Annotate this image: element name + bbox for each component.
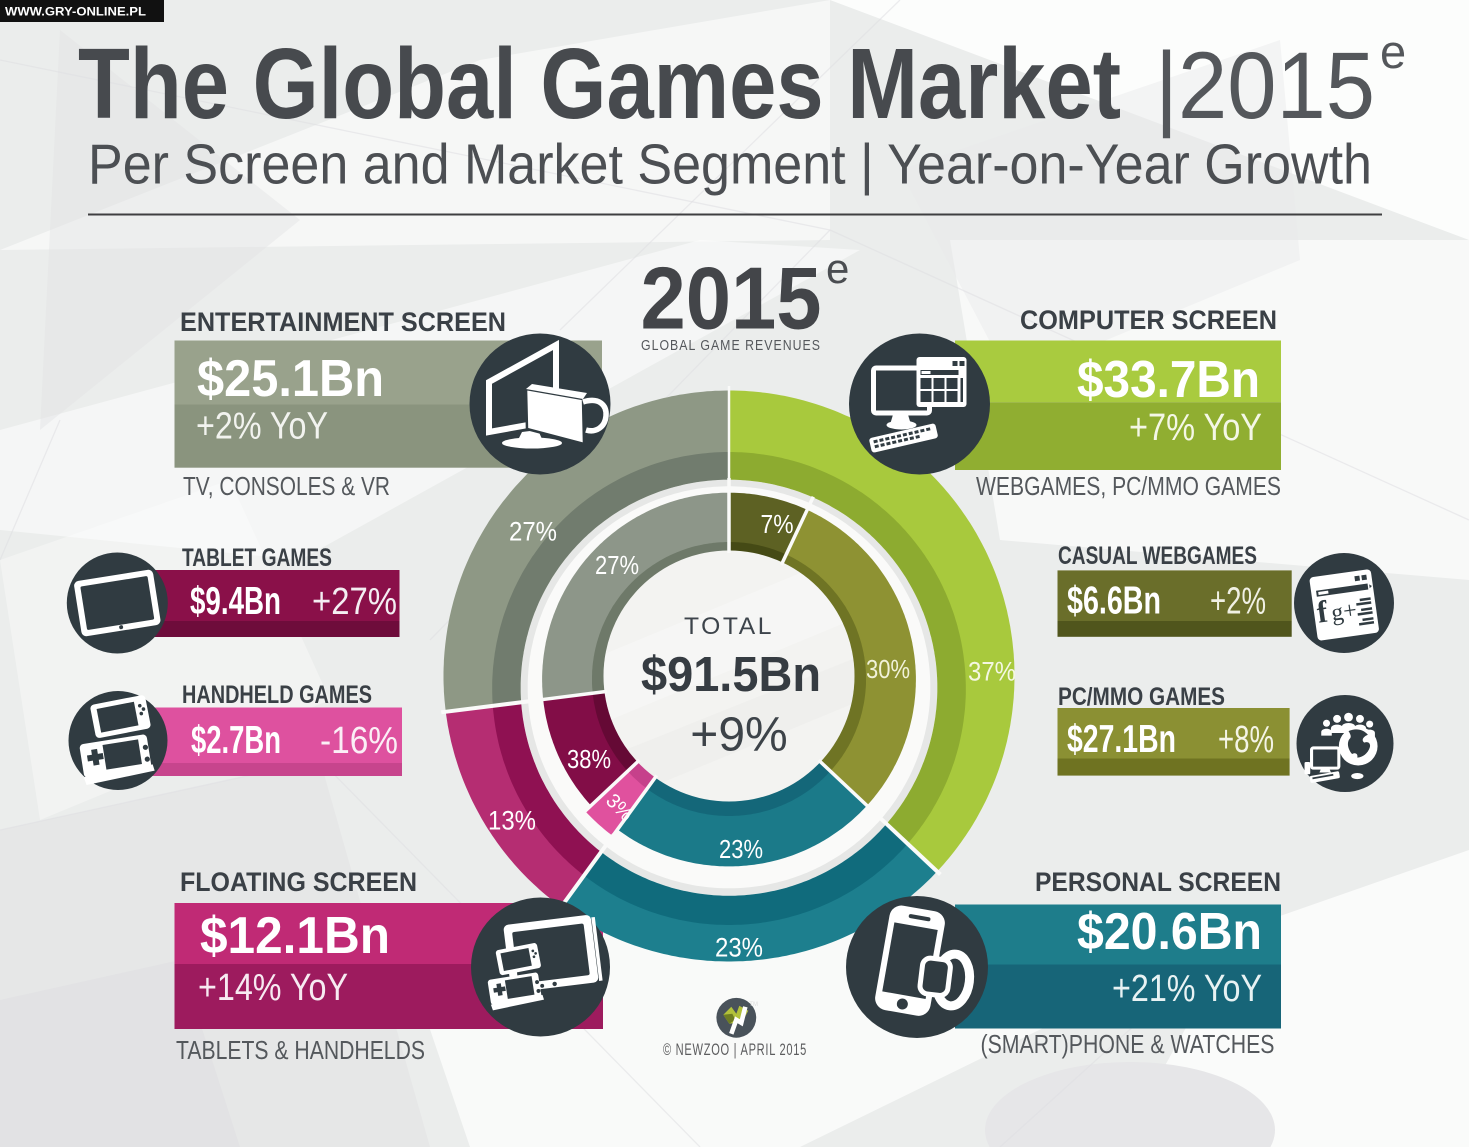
svg-text:FLOATING SCREEN: FLOATING SCREEN xyxy=(180,867,417,897)
svg-text:CASUAL WEBGAMES: CASUAL WEBGAMES xyxy=(1058,542,1257,570)
svg-text:+2%: +2% xyxy=(1210,581,1266,623)
svg-text:7%: 7% xyxy=(761,509,794,539)
svg-text:-16%: -16% xyxy=(320,720,398,762)
svg-text:+9%: +9% xyxy=(690,709,787,762)
svg-text:TOTAL: TOTAL xyxy=(684,613,774,640)
svg-text:$12.1Bn: $12.1Bn xyxy=(200,907,390,965)
svg-text:TM: TM xyxy=(749,1002,758,1008)
svg-text:+27%: +27% xyxy=(312,581,397,623)
svg-text:e: e xyxy=(826,245,849,292)
svg-text:GLOBAL GAME REVENUES: GLOBAL GAME REVENUES xyxy=(641,338,821,354)
svg-text:e: e xyxy=(1380,25,1406,78)
svg-text:$2.7Bn: $2.7Bn xyxy=(191,719,281,762)
svg-text:27%: 27% xyxy=(595,550,639,580)
svg-text:$33.7Bn: $33.7Bn xyxy=(1077,351,1260,409)
svg-text:The Global Games Market: The Global Games Market xyxy=(78,28,1121,140)
svg-text:$9.4Bn: $9.4Bn xyxy=(190,580,281,623)
svg-text:+2% YoY: +2% YoY xyxy=(196,406,328,448)
svg-text:+7% YoY: +7% YoY xyxy=(1129,407,1262,449)
svg-text:$27.1Bn: $27.1Bn xyxy=(1067,718,1176,761)
svg-text:+14% YoY: +14% YoY xyxy=(198,967,348,1009)
svg-text:23%: 23% xyxy=(715,933,763,963)
svg-text:38%: 38% xyxy=(567,744,611,774)
svg-text:TABLETS & HANDHELDS: TABLETS & HANDHELDS xyxy=(176,1035,425,1065)
svg-text:37%: 37% xyxy=(968,657,1016,687)
svg-text:|2015: |2015 xyxy=(1155,33,1375,139)
svg-text:COMPUTER SCREEN: COMPUTER SCREEN xyxy=(1020,305,1277,335)
svg-text:23%: 23% xyxy=(719,834,763,864)
svg-text:WEBGAMES, PC/MMO GAMES: WEBGAMES, PC/MMO GAMES xyxy=(976,471,1281,501)
svg-text:Per Screen and Market Segment: Per Screen and Market Segment | Year-on-… xyxy=(88,133,1372,197)
svg-text:+8%: +8% xyxy=(1218,719,1274,761)
svg-text:+21% YoY: +21% YoY xyxy=(1112,968,1262,1010)
svg-text:(SMART)PHONE & WATCHES: (SMART)PHONE & WATCHES xyxy=(981,1029,1275,1059)
svg-text:© NEWZOO | APRIL 2015: © NEWZOO | APRIL 2015 xyxy=(663,1040,807,1059)
svg-text:$20.6Bn: $20.6Bn xyxy=(1077,903,1262,961)
svg-text:30%: 30% xyxy=(866,654,910,684)
svg-text:g+: g+ xyxy=(1330,597,1359,626)
svg-text:13%: 13% xyxy=(488,806,536,836)
svg-text:2015: 2015 xyxy=(641,249,822,348)
svg-text:ENTERTAINMENT SCREEN: ENTERTAINMENT SCREEN xyxy=(180,307,506,337)
svg-text:TV, CONSOLES & VR: TV, CONSOLES & VR xyxy=(183,471,390,501)
svg-text:$25.1Bn: $25.1Bn xyxy=(197,350,384,408)
svg-text:$91.5Bn: $91.5Bn xyxy=(641,648,821,702)
svg-text:PERSONAL SCREEN: PERSONAL SCREEN xyxy=(1035,867,1281,897)
svg-text:WWW.GRY-ONLINE.PL: WWW.GRY-ONLINE.PL xyxy=(5,5,146,19)
svg-text:PC/MMO GAMES: PC/MMO GAMES xyxy=(1058,683,1225,711)
svg-text:TABLET GAMES: TABLET GAMES xyxy=(182,544,332,572)
svg-text:$6.6Bn: $6.6Bn xyxy=(1067,580,1161,623)
svg-text:27%: 27% xyxy=(509,517,557,547)
svg-text:HANDHELD GAMES: HANDHELD GAMES xyxy=(182,681,372,709)
